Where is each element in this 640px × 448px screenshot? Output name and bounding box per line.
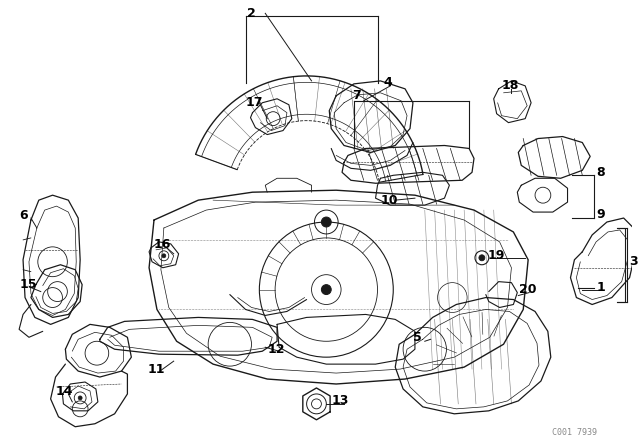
Text: 4: 4 bbox=[383, 76, 392, 90]
Circle shape bbox=[321, 284, 332, 294]
Text: C001 7939: C001 7939 bbox=[552, 428, 597, 437]
Text: 8: 8 bbox=[596, 166, 605, 179]
Circle shape bbox=[78, 396, 82, 400]
Text: 17: 17 bbox=[246, 96, 263, 109]
Text: 18: 18 bbox=[502, 79, 519, 92]
Circle shape bbox=[321, 217, 332, 227]
Text: 19: 19 bbox=[488, 249, 505, 262]
Text: 6: 6 bbox=[19, 209, 28, 222]
Text: 14: 14 bbox=[56, 385, 73, 398]
Text: 1: 1 bbox=[596, 281, 605, 294]
Text: 7: 7 bbox=[352, 89, 361, 102]
Text: 20: 20 bbox=[519, 283, 537, 296]
Text: 16: 16 bbox=[154, 238, 172, 251]
Text: 12: 12 bbox=[268, 343, 285, 356]
Text: 10: 10 bbox=[380, 194, 398, 207]
Text: 11: 11 bbox=[147, 362, 164, 375]
Text: 5: 5 bbox=[413, 331, 422, 344]
Text: 13: 13 bbox=[332, 394, 349, 407]
Text: 2: 2 bbox=[246, 7, 255, 20]
Text: 15: 15 bbox=[19, 278, 36, 291]
Circle shape bbox=[479, 255, 485, 261]
Text: 9: 9 bbox=[596, 207, 605, 220]
Text: 3: 3 bbox=[630, 255, 638, 268]
Circle shape bbox=[162, 254, 166, 258]
